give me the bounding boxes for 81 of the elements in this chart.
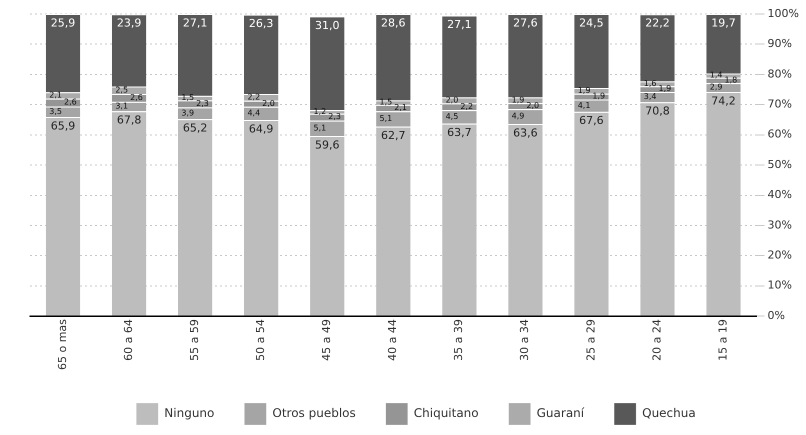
data-label: 2,1 [394, 103, 408, 112]
data-label: 70,8 [645, 104, 670, 118]
y-tick-label: 100% [768, 6, 800, 20]
data-label: 2,0 [526, 101, 540, 110]
legend-label: Ninguno [164, 406, 214, 420]
data-label: 2,6 [64, 98, 77, 107]
data-label: 2,9 [710, 82, 723, 92]
data-label: 67,6 [579, 114, 604, 128]
data-label: 1,5 [380, 98, 392, 107]
data-label: 2,0 [446, 95, 458, 104]
data-label: 65,9 [50, 119, 76, 132]
data-label: 1,9 [512, 95, 524, 104]
data-label: 23,9 [116, 16, 142, 30]
y-tick-label: 30% [768, 218, 792, 232]
x-tick-label: 50 a 54 [254, 319, 268, 361]
data-label: 74,2 [711, 94, 736, 108]
y-tick-label: 90% [768, 37, 792, 50]
data-label: 31,0 [314, 18, 340, 32]
data-label: 67,8 [116, 114, 142, 127]
data-label: 63,7 [447, 126, 472, 140]
data-label: 1,9 [658, 84, 672, 94]
data-label: 62,7 [381, 129, 406, 142]
data-label: 63,6 [513, 126, 538, 140]
x-tick-label: 40 a 44 [386, 319, 400, 361]
data-label: 3,1 [115, 102, 128, 111]
y-tick-label: 0% [768, 308, 786, 322]
data-label: 3,9 [181, 108, 194, 118]
y-tick-label: 40% [768, 188, 792, 202]
data-label: 5,1 [313, 123, 326, 132]
data-label: 4,5 [446, 112, 458, 121]
data-label: 27,1 [182, 16, 208, 30]
data-label: 2,0 [262, 98, 275, 108]
data-label: 4,1 [578, 100, 590, 110]
data-label: 2,2 [460, 102, 474, 111]
data-label: 22,2 [645, 16, 670, 30]
data-label: 4,9 [512, 112, 524, 121]
data-label: 1,6 [644, 78, 656, 88]
data-label: 1,4 [710, 70, 723, 80]
x-tick-label: 55 a 59 [188, 319, 201, 361]
legend-label: Quechua [642, 406, 696, 420]
data-label: 65,2 [182, 121, 208, 134]
data-label: 5,1 [380, 114, 392, 124]
data-label: 2,5 [115, 85, 128, 94]
data-label: 27,1 [447, 18, 472, 31]
data-label: 1,9 [578, 86, 590, 95]
legend-label: Chiquitano [414, 406, 479, 420]
data-label: 2,1 [49, 90, 62, 100]
data-label: 59,6 [314, 138, 340, 152]
data-label: 1,9 [592, 92, 606, 101]
data-label: 2,3 [328, 112, 341, 122]
y-tick-label: 60% [768, 128, 792, 141]
data-label: 1,5 [181, 93, 194, 102]
x-tick-label: 35 a 39 [452, 319, 466, 361]
x-tick-label: 25 a 29 [584, 319, 598, 361]
x-tick-label: 20 a 24 [650, 319, 664, 361]
data-label: 19,7 [711, 16, 736, 30]
x-tick-label: 30 a 34 [518, 319, 532, 361]
y-tick-label: 20% [768, 248, 792, 262]
legend-label: Guaraní [536, 406, 585, 420]
y-tick-label: 70% [768, 97, 792, 110]
x-tick-label: 65 o mas [56, 318, 69, 370]
data-label: 1,2 [313, 106, 326, 116]
x-tick-label: 45 a 49 [320, 319, 334, 361]
y-tick-label: 80% [768, 67, 792, 80]
data-label: 3,4 [644, 92, 656, 102]
y-tick-label: 50% [768, 158, 792, 171]
data-label: 2,2 [247, 92, 260, 102]
data-label: 64,9 [248, 122, 274, 136]
data-label: 2,3 [196, 98, 209, 108]
data-label: 2,6 [130, 93, 143, 102]
x-tick-label: 60 a 64 [122, 319, 135, 361]
legend-label: Otros pueblos [272, 406, 356, 420]
data-label: 25,9 [50, 16, 76, 30]
data-label: 4,4 [247, 108, 260, 118]
y-tick-label: 10% [768, 278, 792, 292]
data-label: 24,5 [579, 16, 604, 30]
data-label: 26,3 [248, 16, 274, 30]
data-label: 27,6 [513, 16, 538, 30]
data-label: 3,5 [49, 106, 62, 116]
data-label: 28,6 [381, 16, 406, 30]
x-tick-label: 15 a 19 [716, 319, 730, 361]
